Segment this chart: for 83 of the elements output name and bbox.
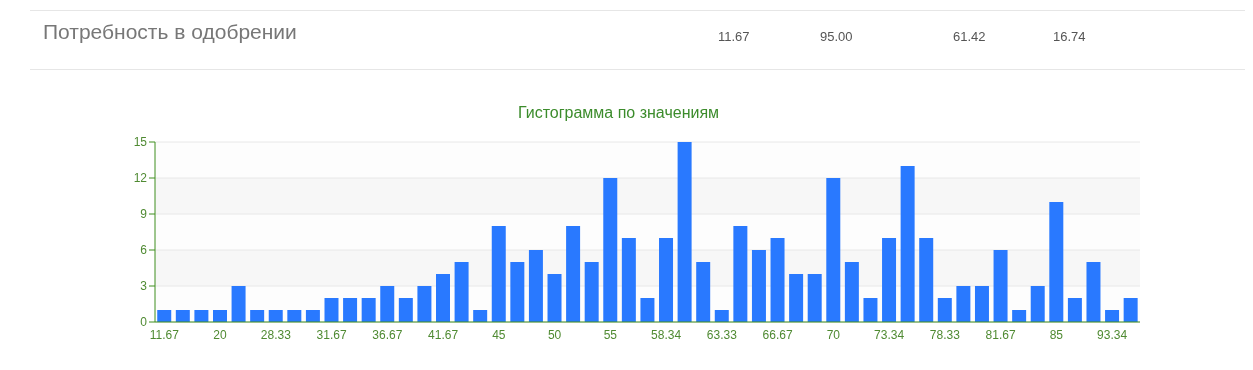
x-tick-label: 45 xyxy=(492,327,506,342)
x-tick-label: 81.67 xyxy=(985,327,1016,342)
text: Потребность в одобрении xyxy=(43,20,297,44)
x-tick-label: 36.67 xyxy=(372,327,403,342)
bar xyxy=(1030,286,1045,322)
x-tick-label: 28.33 xyxy=(260,327,292,342)
x-tick-label: 63.33 xyxy=(706,327,738,342)
x-tick-label: 11.67 xyxy=(149,327,180,342)
bar xyxy=(826,178,841,322)
x-tick-label: 31.67 xyxy=(316,327,347,342)
bar xyxy=(212,310,227,322)
bar xyxy=(863,298,878,322)
y-tick-label: 0 xyxy=(140,315,148,330)
x-tick-label: 93.34 xyxy=(1097,327,1128,342)
bar xyxy=(547,274,562,322)
y-tick-label: 3 xyxy=(140,279,148,294)
bar xyxy=(770,238,785,322)
bar xyxy=(566,226,581,322)
x-tick-label: 55 xyxy=(603,327,618,342)
x-tick-label: 78.33 xyxy=(929,327,961,342)
bar xyxy=(696,262,711,322)
x-tick-label: 41.67 xyxy=(428,327,459,342)
x-tick-label: 73.34 xyxy=(874,327,905,342)
bar xyxy=(659,238,674,322)
bar xyxy=(1123,298,1138,322)
x-tick-label: 58.34 xyxy=(651,327,682,342)
bar xyxy=(974,286,989,322)
bar xyxy=(621,238,636,322)
y-tick-label: 9 xyxy=(140,207,148,222)
bar xyxy=(454,262,469,322)
bar xyxy=(1012,310,1027,322)
bar xyxy=(1049,202,1064,322)
bar xyxy=(844,262,859,322)
bar xyxy=(807,274,822,322)
bar xyxy=(1105,310,1120,322)
bar xyxy=(398,298,413,322)
y-tick-label: 6 xyxy=(140,243,148,258)
bar xyxy=(324,298,339,322)
x-tick-label: 66.67 xyxy=(762,327,793,342)
y-tick-label: 12 xyxy=(133,171,148,186)
bar xyxy=(528,250,543,322)
bar xyxy=(194,310,209,322)
bar xyxy=(343,298,358,322)
bar xyxy=(305,310,320,322)
bar xyxy=(714,310,729,322)
bar xyxy=(157,310,172,322)
bar xyxy=(436,274,450,322)
bar xyxy=(268,310,283,322)
bar xyxy=(250,310,265,322)
bar xyxy=(603,178,618,322)
bar xyxy=(1067,298,1082,322)
x-tick-label: 85 xyxy=(1049,327,1064,342)
text: 61.42 xyxy=(953,29,986,44)
bar xyxy=(1086,262,1101,322)
bar xyxy=(640,298,655,322)
bar xyxy=(733,226,748,322)
bar xyxy=(510,262,525,322)
bar xyxy=(231,286,246,322)
bar xyxy=(993,250,1008,322)
bar xyxy=(882,238,897,322)
chart-title: Гистограмма по значениям xyxy=(516,104,721,122)
bar xyxy=(473,310,488,322)
text: 16.74 xyxy=(1053,29,1086,44)
bar xyxy=(677,142,692,322)
text: 11.67 xyxy=(718,29,750,44)
x-tick-label: 70 xyxy=(826,327,841,342)
bar xyxy=(287,310,302,322)
bar xyxy=(584,262,599,322)
bar xyxy=(937,298,952,322)
bar xyxy=(361,298,376,322)
bar xyxy=(380,286,395,322)
bar xyxy=(789,274,804,322)
bar xyxy=(751,250,766,322)
bar xyxy=(175,310,190,322)
x-tick-label: 50 xyxy=(547,327,562,342)
x-tick-label: 20 xyxy=(213,327,228,342)
text: 95.00 xyxy=(820,29,853,44)
bar xyxy=(919,238,934,322)
bar xyxy=(417,286,432,322)
bar xyxy=(956,286,971,322)
bar xyxy=(491,226,506,322)
bar xyxy=(900,166,915,322)
y-tick-label: 15 xyxy=(133,135,148,150)
